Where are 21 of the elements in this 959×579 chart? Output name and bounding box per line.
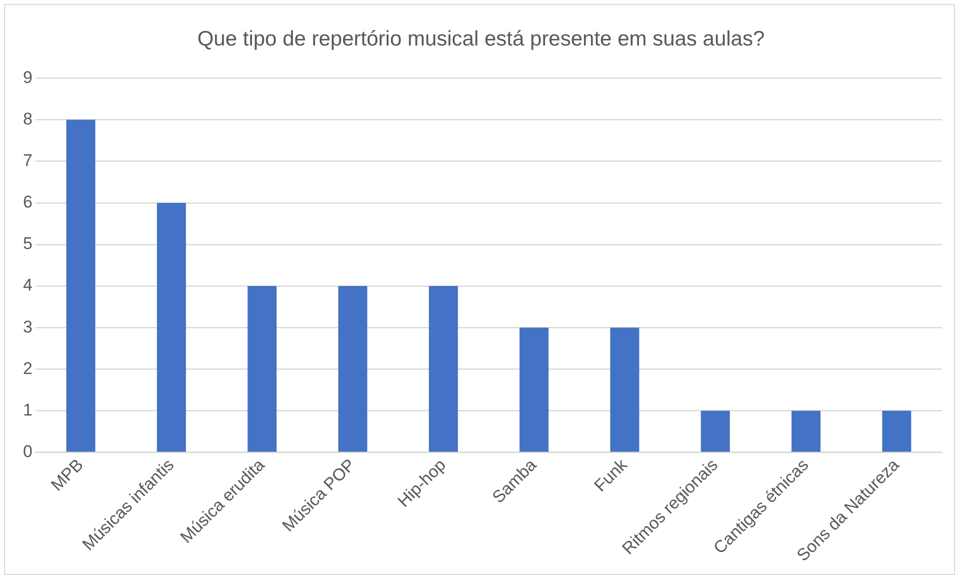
bar bbox=[428, 286, 458, 452]
bar bbox=[792, 410, 821, 452]
chart-title: Que tipo de repertório musical está presente em suas aulas? bbox=[197, 27, 765, 50]
y-tick-label: 6 bbox=[22, 192, 32, 212]
bar bbox=[338, 286, 368, 452]
bar bbox=[66, 120, 96, 452]
y-tick-label: 0 bbox=[22, 442, 32, 462]
bar bbox=[610, 328, 640, 452]
y-tick-label: 2 bbox=[22, 358, 32, 378]
y-tick-label: 5 bbox=[22, 234, 32, 254]
bar bbox=[248, 286, 277, 452]
y-tick-label: 8 bbox=[22, 109, 32, 128]
bar bbox=[700, 410, 730, 452]
y-tick-label: 1 bbox=[22, 400, 32, 420]
bar bbox=[520, 328, 549, 452]
bar bbox=[882, 410, 912, 452]
y-tick-label: 9 bbox=[22, 68, 32, 87]
y-tick-label: 4 bbox=[22, 276, 32, 295]
y-tick-label: 3 bbox=[22, 317, 32, 336]
y-tick-label: 7 bbox=[22, 151, 32, 170]
bar bbox=[156, 202, 186, 452]
